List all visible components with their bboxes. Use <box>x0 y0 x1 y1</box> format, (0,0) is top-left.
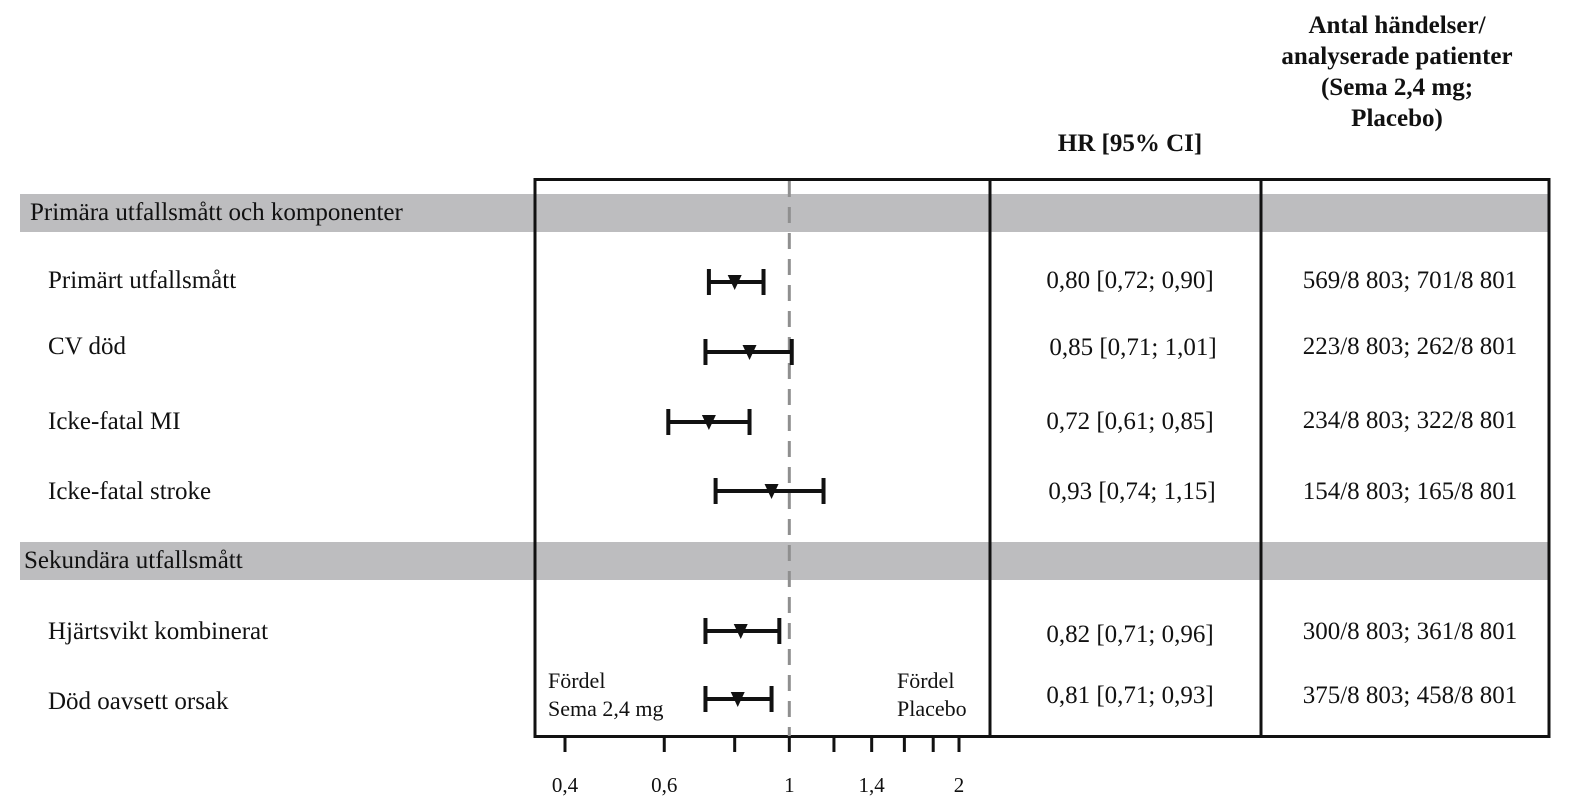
point-estimate <box>733 624 748 639</box>
hr-ci-value: 0,93 [0,74; 1,15] <box>1048 478 1216 505</box>
hr-ci-value: 0,72 [0,61; 0,85] <box>1046 408 1214 435</box>
hr-ci-header: HR [95% CI] <box>1057 130 1203 157</box>
events-header-line-3: (Sema 2,4 mg; <box>1320 74 1474 101</box>
favor-sema-line-1: Fördel <box>548 668 606 693</box>
events-header: Antal händelser/ analyserade patienter (… <box>1262 10 1532 134</box>
section-label-secondary: Sekundära utfallsmått <box>24 547 243 574</box>
favor-placebo-label: Fördel Placebo <box>897 667 967 723</box>
axis-tick-label: 0,6 <box>651 773 678 797</box>
axis-tick-label: 1,4 <box>858 773 885 797</box>
favor-placebo-line-2: Placebo <box>897 696 967 721</box>
hr-ci-value: 0,85 [0,71; 1,01] <box>1049 334 1217 361</box>
events-value: 300/8 803; 361/8 801 <box>1302 618 1518 645</box>
row-label: Icke-fatal MI <box>48 408 181 435</box>
hr-ci-value: 0,80 [0,72; 0,90] <box>1046 267 1214 294</box>
favor-placebo-line-1: Fördel <box>897 668 955 693</box>
hr-ci-value: 0,82 [0,71; 0,96] <box>1046 621 1214 648</box>
row-label: Icke-fatal stroke <box>48 478 212 505</box>
row-label: CV död <box>48 333 127 360</box>
events-value: 234/8 803; 322/8 801 <box>1302 407 1518 434</box>
events-header-line-1: Antal händelser/ <box>1308 12 1486 39</box>
section-label-primary: Primära utfallsmått och komponenter <box>30 199 403 226</box>
axis-tick-label: 1 <box>784 773 795 797</box>
row-label: Död oavsett orsak <box>48 688 229 715</box>
point-estimate <box>764 484 779 499</box>
point-estimate <box>701 415 716 430</box>
events-value: 375/8 803; 458/8 801 <box>1302 682 1518 709</box>
plot-frame <box>533 178 992 738</box>
favor-sema-line-2: Sema 2,4 mg <box>548 696 664 721</box>
events-value: 569/8 803; 701/8 801 <box>1302 267 1518 294</box>
point-estimate <box>727 275 742 290</box>
axis-tick-label: 0,4 <box>551 773 579 797</box>
events-column-frame <box>1259 178 1551 738</box>
section-band-secondary <box>20 542 1548 580</box>
events-header-line-2: analyserade patienter <box>1281 43 1513 70</box>
favor-sema-label: Fördel Sema 2,4 mg <box>548 667 664 723</box>
point-estimate <box>742 345 757 360</box>
hr-ci-value: 0,81 [0,71; 0,93] <box>1046 682 1214 709</box>
events-value: 154/8 803; 165/8 801 <box>1302 478 1518 505</box>
events-header-line-4: Placebo) <box>1351 105 1443 132</box>
point-estimate <box>730 692 745 707</box>
events-value: 223/8 803; 262/8 801 <box>1302 333 1518 360</box>
axis-tick-label: 2 <box>953 773 965 797</box>
row-label: Primärt utfallsmått <box>48 267 237 294</box>
section-band-primary <box>20 194 1548 232</box>
hr-column-frame <box>988 178 1263 738</box>
row-label: Hjärtsvikt kombinerat <box>48 618 269 645</box>
